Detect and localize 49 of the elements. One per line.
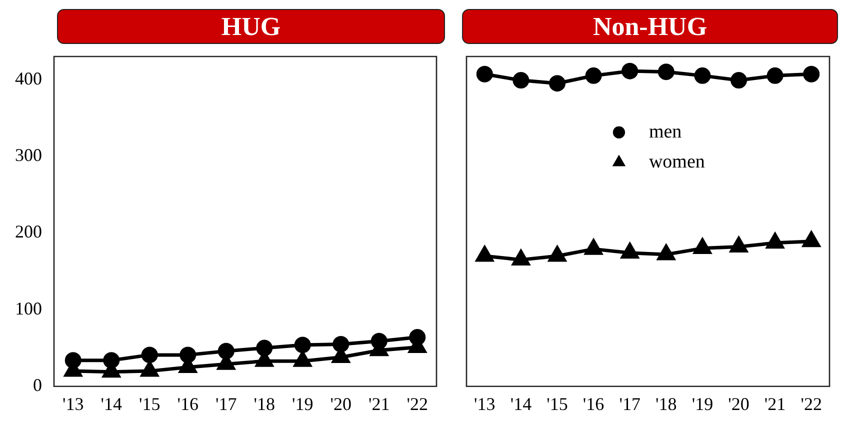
point [803, 66, 820, 82]
point [476, 66, 493, 82]
point [802, 232, 820, 248]
y-tick-label: 300 [15, 144, 42, 165]
chart-title: Non-HUG [462, 9, 838, 44]
point [658, 64, 674, 80]
point [549, 75, 566, 92]
chart-title: HUG [57, 9, 445, 44]
point [548, 246, 566, 262]
point [766, 233, 784, 249]
legend-label: women [648, 151, 706, 172]
y-tick-label: 200 [15, 222, 42, 242]
point [512, 250, 530, 266]
point [476, 246, 494, 262]
x-tick-label: '17 [216, 394, 237, 414]
point [585, 67, 602, 84]
point [694, 67, 711, 84]
point [730, 237, 748, 253]
point [512, 72, 530, 89]
x-tick-label: '17 [619, 394, 640, 414]
x-tick-label: '14 [100, 394, 122, 414]
point [622, 62, 638, 80]
x-tick-label: '18 [254, 394, 275, 414]
x-tick-label: '15 [139, 394, 160, 414]
point [657, 244, 675, 260]
x-tick-label: '21 [764, 394, 786, 414]
x-tick-label: '19 [692, 394, 714, 414]
x-tick-label: '16 [177, 394, 198, 414]
x-tick-label: '19 [292, 394, 314, 414]
x-tick-label: '16 [582, 394, 604, 414]
x-tick-label: '15 [546, 394, 568, 414]
y-tick-label: 400 [15, 68, 42, 88]
x-tick-label: '13 [474, 394, 496, 414]
point [730, 72, 747, 89]
y-tick-label: 0 [33, 375, 42, 396]
x-tick-label: '14 [510, 394, 532, 414]
x-tick-label: '22 [406, 394, 428, 414]
point [621, 243, 639, 259]
x-tick-label: '21 [368, 394, 390, 414]
x-tick-label: '22 [800, 394, 822, 414]
x-tick-label: '20 [330, 394, 352, 414]
x-tick-label: '20 [728, 394, 750, 414]
y-tick-label: 100 [15, 298, 42, 318]
legend-label: men [648, 121, 682, 142]
x-tick-label: '18 [656, 394, 677, 414]
x-tick-label: '13 [62, 394, 84, 414]
point [584, 239, 602, 255]
point [766, 67, 784, 84]
point [694, 238, 712, 254]
